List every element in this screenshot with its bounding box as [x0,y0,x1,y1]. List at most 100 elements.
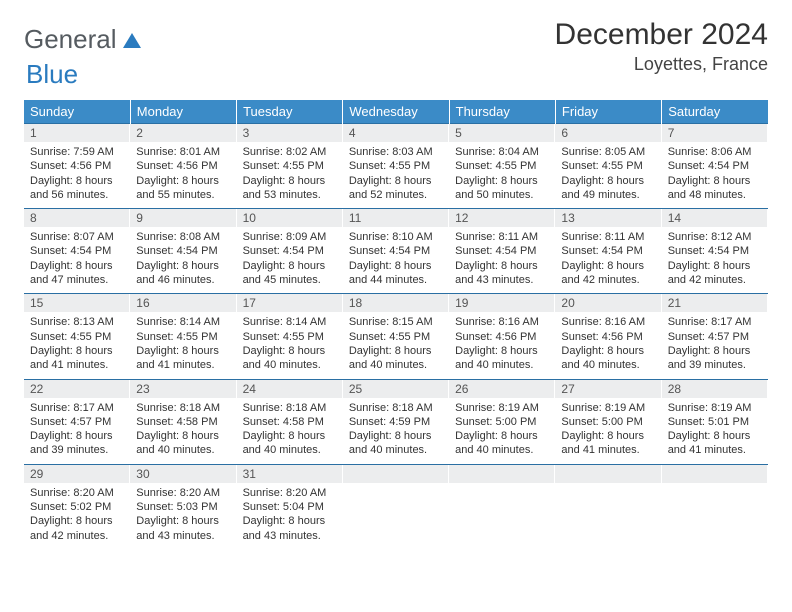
logo: General [24,18,145,55]
sunrise-text: Sunrise: 7:59 AM [30,145,124,159]
sunrise-text: Sunrise: 8:15 AM [349,315,443,329]
sunrise-text: Sunrise: 8:05 AM [561,145,655,159]
calendar-day-cell: 15Sunrise: 8:13 AMSunset: 4:55 PMDayligh… [24,294,130,379]
sunset-text: Sunset: 4:54 PM [561,244,655,258]
day-details: Sunrise: 8:11 AMSunset: 4:54 PMDaylight:… [449,227,555,293]
daylight-text: Daylight: 8 hours and 41 minutes. [668,429,762,458]
sunset-text: Sunset: 5:01 PM [668,415,762,429]
calendar-day-cell: 30Sunrise: 8:20 AMSunset: 5:03 PMDayligh… [130,464,236,549]
calendar-day-cell: 11Sunrise: 8:10 AMSunset: 4:54 PMDayligh… [343,209,449,294]
day-number: 21 [662,294,768,312]
calendar-day-cell: 26Sunrise: 8:19 AMSunset: 5:00 PMDayligh… [449,379,555,464]
sunrise-text: Sunrise: 8:18 AM [243,401,337,415]
month-title: December 2024 [555,18,768,52]
day-details: Sunrise: 8:11 AMSunset: 4:54 PMDaylight:… [555,227,661,293]
sunrise-text: Sunrise: 8:20 AM [243,486,337,500]
sunrise-text: Sunrise: 8:14 AM [243,315,337,329]
daylight-text: Daylight: 8 hours and 45 minutes. [243,259,337,288]
sunset-text: Sunset: 4:57 PM [668,330,762,344]
weekday-header: Tuesday [237,100,343,124]
day-details: Sunrise: 8:13 AMSunset: 4:55 PMDaylight:… [24,312,130,378]
calendar-day-cell: 1Sunrise: 7:59 AMSunset: 4:56 PMDaylight… [24,124,130,209]
day-details: Sunrise: 8:16 AMSunset: 4:56 PMDaylight:… [449,312,555,378]
day-details: Sunrise: 8:09 AMSunset: 4:54 PMDaylight:… [237,227,343,293]
day-details: Sunrise: 8:20 AMSunset: 5:02 PMDaylight:… [24,483,130,549]
day-details: Sunrise: 8:16 AMSunset: 4:56 PMDaylight:… [555,312,661,378]
sunset-text: Sunset: 4:57 PM [30,415,124,429]
calendar-day-cell: 3Sunrise: 8:02 AMSunset: 4:55 PMDaylight… [237,124,343,209]
sunset-text: Sunset: 4:56 PM [455,330,549,344]
sunset-text: Sunset: 5:00 PM [561,415,655,429]
day-details: Sunrise: 8:02 AMSunset: 4:55 PMDaylight:… [237,142,343,208]
daylight-text: Daylight: 8 hours and 41 minutes. [136,344,230,373]
logo-text-1: General [24,24,117,55]
daylight-text: Daylight: 8 hours and 40 minutes. [349,429,443,458]
day-number: 11 [343,209,449,227]
sunrise-text: Sunrise: 8:19 AM [668,401,762,415]
day-details: Sunrise: 7:59 AMSunset: 4:56 PMDaylight:… [24,142,130,208]
calendar-day-cell: 4Sunrise: 8:03 AMSunset: 4:55 PMDaylight… [343,124,449,209]
title-block: December 2024 Loyettes, France [555,18,768,75]
sunset-text: Sunset: 4:56 PM [136,159,230,173]
day-details: Sunrise: 8:08 AMSunset: 4:54 PMDaylight:… [130,227,236,293]
calendar-header: SundayMondayTuesdayWednesdayThursdayFrid… [24,100,768,124]
calendar-day-cell: . [662,464,768,549]
day-number: 3 [237,124,343,142]
daylight-text: Daylight: 8 hours and 40 minutes. [243,429,337,458]
day-details: Sunrise: 8:05 AMSunset: 4:55 PMDaylight:… [555,142,661,208]
location-label: Loyettes, France [555,54,768,75]
day-details: Sunrise: 8:18 AMSunset: 4:58 PMDaylight:… [130,398,236,464]
day-details: Sunrise: 8:17 AMSunset: 4:57 PMDaylight:… [662,312,768,378]
sunset-text: Sunset: 5:02 PM [30,500,124,514]
sunrise-text: Sunrise: 8:11 AM [455,230,549,244]
day-details: Sunrise: 8:01 AMSunset: 4:56 PMDaylight:… [130,142,236,208]
sunset-text: Sunset: 4:55 PM [455,159,549,173]
daylight-text: Daylight: 8 hours and 44 minutes. [349,259,443,288]
day-details: Sunrise: 8:18 AMSunset: 4:58 PMDaylight:… [237,398,343,464]
calendar-day-cell: 27Sunrise: 8:19 AMSunset: 5:00 PMDayligh… [555,379,661,464]
sunset-text: Sunset: 4:54 PM [349,244,443,258]
day-number: 2 [130,124,236,142]
sunrise-text: Sunrise: 8:09 AM [243,230,337,244]
daylight-text: Daylight: 8 hours and 40 minutes. [136,429,230,458]
sunrise-text: Sunrise: 8:12 AM [668,230,762,244]
day-details: Sunrise: 8:10 AMSunset: 4:54 PMDaylight:… [343,227,449,293]
calendar-day-cell: 17Sunrise: 8:14 AMSunset: 4:55 PMDayligh… [237,294,343,379]
daylight-text: Daylight: 8 hours and 46 minutes. [136,259,230,288]
day-number: . [662,465,768,483]
sunrise-text: Sunrise: 8:17 AM [30,401,124,415]
day-details: Sunrise: 8:14 AMSunset: 4:55 PMDaylight:… [237,312,343,378]
calendar-week-row: 22Sunrise: 8:17 AMSunset: 4:57 PMDayligh… [24,379,768,464]
sunset-text: Sunset: 4:55 PM [349,159,443,173]
sunset-text: Sunset: 4:56 PM [30,159,124,173]
sunset-text: Sunset: 4:54 PM [668,244,762,258]
weekday-header: Friday [555,100,661,124]
calendar-day-cell: 21Sunrise: 8:17 AMSunset: 4:57 PMDayligh… [662,294,768,379]
day-details: Sunrise: 8:14 AMSunset: 4:55 PMDaylight:… [130,312,236,378]
sunrise-text: Sunrise: 8:08 AM [136,230,230,244]
sunset-text: Sunset: 5:00 PM [455,415,549,429]
calendar-day-cell: 24Sunrise: 8:18 AMSunset: 4:58 PMDayligh… [237,379,343,464]
day-number: 9 [130,209,236,227]
day-details: Sunrise: 8:04 AMSunset: 4:55 PMDaylight:… [449,142,555,208]
calendar-day-cell: 14Sunrise: 8:12 AMSunset: 4:54 PMDayligh… [662,209,768,294]
calendar-day-cell: 16Sunrise: 8:14 AMSunset: 4:55 PMDayligh… [130,294,236,379]
calendar-day-cell: 5Sunrise: 8:04 AMSunset: 4:55 PMDaylight… [449,124,555,209]
day-number: 13 [555,209,661,227]
day-details: Sunrise: 8:18 AMSunset: 4:59 PMDaylight:… [343,398,449,464]
weekday-header: Wednesday [343,100,449,124]
day-number: . [555,465,661,483]
sunset-text: Sunset: 4:54 PM [455,244,549,258]
sunset-text: Sunset: 4:56 PM [561,330,655,344]
calendar-day-cell: . [555,464,661,549]
sunset-text: Sunset: 4:58 PM [136,415,230,429]
day-details: Sunrise: 8:06 AMSunset: 4:54 PMDaylight:… [662,142,768,208]
calendar-week-row: 15Sunrise: 8:13 AMSunset: 4:55 PMDayligh… [24,294,768,379]
daylight-text: Daylight: 8 hours and 48 minutes. [668,174,762,203]
sunrise-text: Sunrise: 8:14 AM [136,315,230,329]
day-details: Sunrise: 8:15 AMSunset: 4:55 PMDaylight:… [343,312,449,378]
sunrise-text: Sunrise: 8:19 AM [455,401,549,415]
calendar-body: 1Sunrise: 7:59 AMSunset: 4:56 PMDaylight… [24,124,768,549]
sunset-text: Sunset: 4:55 PM [30,330,124,344]
calendar-day-cell: 22Sunrise: 8:17 AMSunset: 4:57 PMDayligh… [24,379,130,464]
